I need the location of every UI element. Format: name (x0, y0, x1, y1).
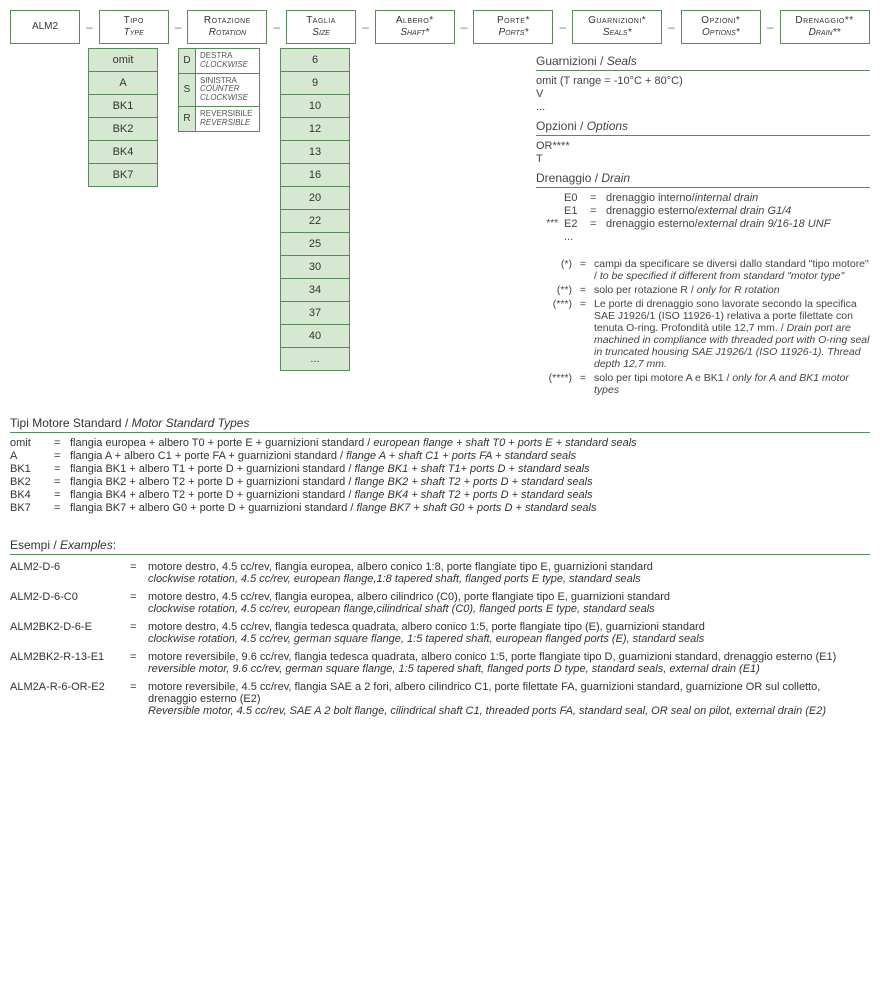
section-title: Guarnizioni / Seals (536, 54, 870, 71)
header-box: Guarnizioni*Seals* (572, 10, 662, 44)
header-box: Opzioni*Options* (681, 10, 761, 44)
size-cell: 40 (280, 324, 350, 348)
size-cell: 10 (280, 94, 350, 118)
size-cell: 6 (280, 48, 350, 72)
note-row: (**)=solo per rotazione R / only for R r… (536, 284, 870, 296)
info-line: T (536, 153, 870, 165)
size-cell: 30 (280, 255, 350, 279)
header-box: Albero*Shaft* (375, 10, 455, 44)
section-title: Opzioni / Options (536, 119, 870, 136)
example-code: ALM2BK2-D-6-E (10, 621, 122, 633)
header-box: TipoType (99, 10, 169, 44)
size-cell: 22 (280, 209, 350, 233)
rotation-code: R (178, 106, 196, 132)
right-info: Guarnizioni / Seals omit (T range = -10°C… (528, 48, 870, 398)
note-row: (***)=Le porte di drenaggio sono lavorat… (536, 298, 870, 370)
type-column: omitABK1BK2BK4BK7 (88, 48, 158, 187)
header-box: TagliaSize (286, 10, 356, 44)
std-row: omit=flangia europea + albero T0 + porte… (10, 437, 870, 449)
rotation-code: D (178, 48, 196, 74)
header-prefix: ALM2 (10, 10, 80, 44)
type-cell: BK1 (88, 94, 158, 118)
size-cell: 34 (280, 278, 350, 302)
rotation-row: RREVERSIBILEREVERSIBLE (178, 106, 260, 132)
std-title: Tipi Motore Standard / Motor Standard Ty… (10, 416, 870, 433)
examples-section: Esempi / Examples: ALM2-D-6=motore destro… (10, 538, 870, 717)
info-line: V (536, 88, 870, 100)
example-code: ALM2-D-6 (10, 561, 122, 573)
rotation-label: DESTRACLOCKWISE (196, 48, 260, 74)
std-row: BK7=flangia BK7 + albero G0 + porte D + … (10, 502, 870, 514)
rotation-label: REVERSIBILEREVERSIBLE (196, 106, 260, 132)
drain-row: ... (536, 231, 870, 243)
header-row: ALM2–TipoType–RotazioneRotation–TagliaSi… (10, 10, 870, 44)
size-cell: 9 (280, 71, 350, 95)
example-code: ALM2-D-6-C0 (10, 591, 122, 603)
header-dash: – (765, 10, 776, 44)
example-row: ALM2A-R-6-OR-E2=motore reversibile, 4.5 … (10, 681, 870, 717)
size-cell: 12 (280, 117, 350, 141)
standard-types-section: Tipi Motore Standard / Motor Standard Ty… (10, 416, 870, 514)
examples-title: Esempi / Examples: (10, 538, 870, 555)
rotation-label: SINISTRACOUNTER CLOCKWISE (196, 73, 260, 107)
header-box: Porte*Ports* (473, 10, 553, 44)
header-dash: – (557, 10, 568, 44)
example-row: ALM2BK2-R-13-E1=motore reversibile, 9.6 … (10, 651, 870, 675)
note-row: (*)=campi da specificare se diversi dall… (536, 258, 870, 282)
example-row: ALM2-D-6=motore destro, 4.5 cc/rev, flan… (10, 561, 870, 585)
type-cell: BK4 (88, 140, 158, 164)
header-dash: – (360, 10, 371, 44)
header-dash: – (666, 10, 677, 44)
type-cell: BK2 (88, 117, 158, 141)
header-dash: – (459, 10, 470, 44)
section-title: Drenaggio / Drain (536, 171, 870, 188)
rotation-column: DDESTRACLOCKWISESSINISTRACOUNTER CLOCKWI… (178, 48, 260, 132)
drain-row: E1=drenaggio esterno/external drain G1/4 (536, 205, 870, 217)
drain-row: E0=drenaggio interno/internal drain (536, 192, 870, 204)
std-row: BK4=flangia BK4 + albero T2 + porte D + … (10, 489, 870, 501)
std-row: A=flangia A + albero C1 + porte FA + gua… (10, 450, 870, 462)
columns-area: omitABK1BK2BK4BK7 DDESTRACLOCKWISESSINIS… (10, 48, 870, 398)
std-row: BK2=flangia BK2 + albero T2 + porte D + … (10, 476, 870, 488)
note-row: (****)=solo per tipi motore A e BK1 / on… (536, 372, 870, 396)
header-dash: – (173, 10, 184, 44)
example-code: ALM2A-R-6-OR-E2 (10, 681, 122, 693)
size-column: 691012131620222530343740... (280, 48, 350, 371)
header-box: RotazioneRotation (187, 10, 267, 44)
info-line: OR**** (536, 140, 870, 152)
drain-row: ***E2=drenaggio esterno/external drain 9… (536, 218, 870, 230)
size-cell: 13 (280, 140, 350, 164)
example-code: ALM2BK2-R-13-E1 (10, 651, 122, 663)
type-cell: A (88, 71, 158, 95)
size-cell: 37 (280, 301, 350, 325)
size-cell: ... (280, 347, 350, 371)
type-cell: omit (88, 48, 158, 72)
header-dash: – (271, 10, 282, 44)
info-line: omit (T range = -10°C + 80°C) (536, 75, 870, 87)
rotation-row: DDESTRACLOCKWISE (178, 48, 260, 74)
example-row: ALM2-D-6-C0=motore destro, 4.5 cc/rev, f… (10, 591, 870, 615)
std-row: BK1=flangia BK1 + albero T1 + porte D + … (10, 463, 870, 475)
info-line: ... (536, 101, 870, 113)
size-cell: 20 (280, 186, 350, 210)
size-cell: 25 (280, 232, 350, 256)
type-cell: BK7 (88, 163, 158, 187)
rotation-code: S (178, 73, 196, 107)
header-box: Drenaggio**Drain** (780, 10, 870, 44)
rotation-row: SSINISTRACOUNTER CLOCKWISE (178, 73, 260, 107)
header-dash: – (84, 10, 95, 44)
size-cell: 16 (280, 163, 350, 187)
example-row: ALM2BK2-D-6-E=motore destro, 4.5 cc/rev,… (10, 621, 870, 645)
